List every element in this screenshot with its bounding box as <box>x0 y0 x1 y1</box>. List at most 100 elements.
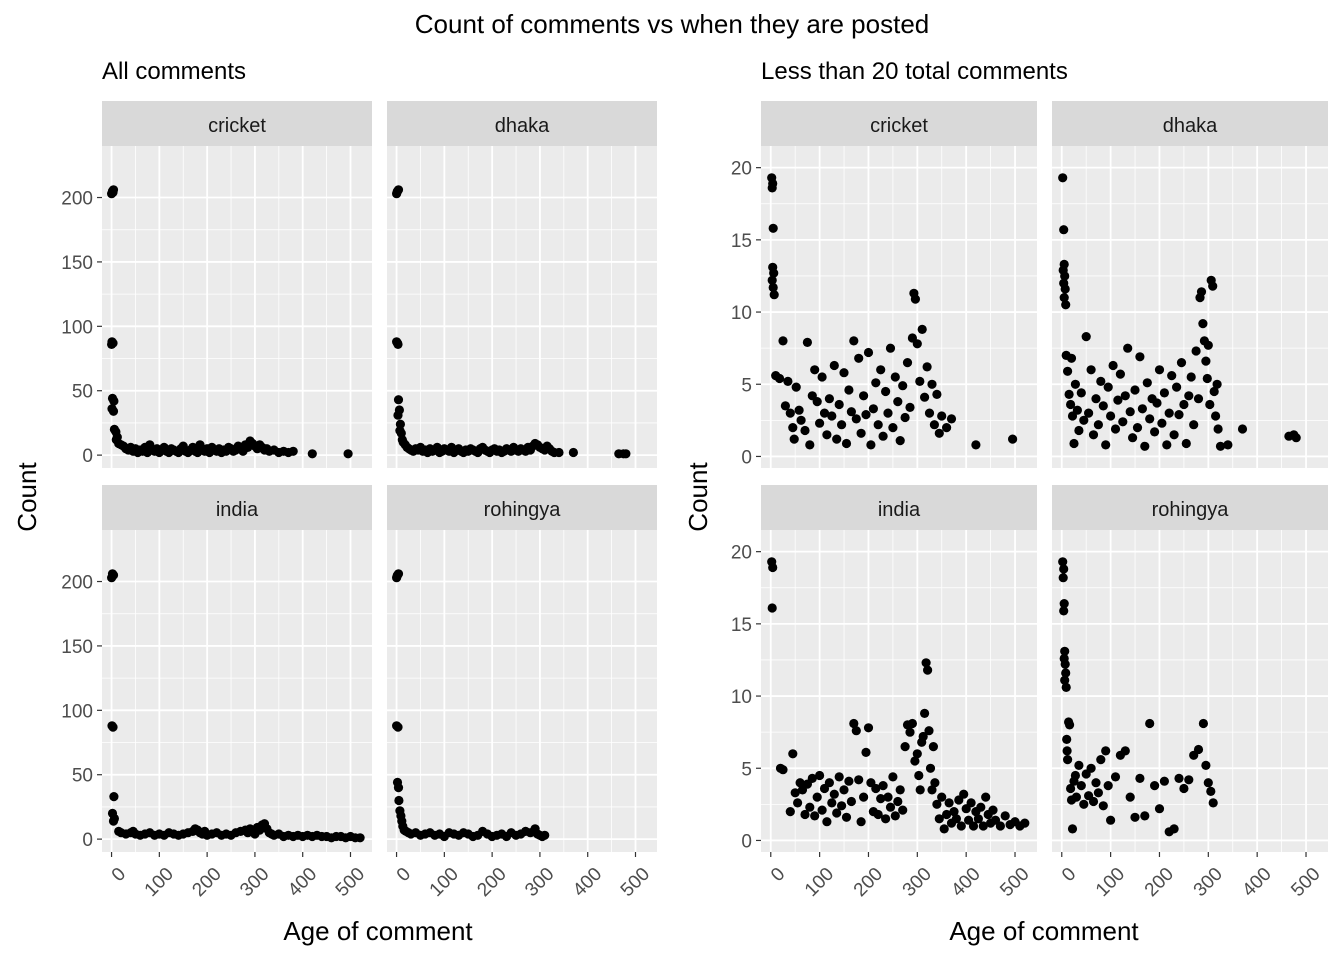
x-tick-label: 400 <box>569 864 606 901</box>
data-point <box>1169 824 1179 834</box>
data-point <box>1215 441 1226 451</box>
panel-background <box>387 146 657 468</box>
data-point <box>1115 369 1125 379</box>
data-point <box>832 808 842 818</box>
data-point <box>822 817 832 827</box>
data-point <box>788 423 798 433</box>
data-point <box>856 428 866 438</box>
data-point <box>1213 424 1223 434</box>
data-point <box>859 792 869 802</box>
facet-strip <box>1052 485 1328 530</box>
data-point <box>1060 646 1070 656</box>
data-point <box>1179 783 1189 794</box>
data-point <box>930 778 940 788</box>
data-point <box>1140 811 1150 821</box>
y-tick-label: 15 <box>731 615 752 636</box>
data-point <box>1063 366 1073 376</box>
data-point <box>568 447 579 458</box>
data-point <box>1140 441 1150 451</box>
data-point <box>769 268 779 278</box>
data-point <box>1059 599 1069 609</box>
data-point <box>1084 408 1094 418</box>
data-point <box>1072 405 1082 415</box>
y-tick-label: 150 <box>61 637 93 658</box>
data-point <box>1086 763 1096 773</box>
data-point <box>890 811 900 821</box>
data-point <box>1062 746 1072 756</box>
data-point <box>1128 433 1138 443</box>
data-point <box>1066 399 1076 410</box>
data-point <box>932 799 942 809</box>
data-point <box>944 798 954 808</box>
data-point <box>861 410 871 420</box>
data-point <box>800 425 810 436</box>
x-tick-label: 100 <box>801 864 838 901</box>
data-point <box>778 765 788 775</box>
data-point <box>394 795 404 806</box>
facet-label: cricket <box>208 115 266 137</box>
data-point <box>1060 271 1070 281</box>
data-point <box>959 789 969 799</box>
data-point <box>922 362 932 372</box>
data-point <box>1157 418 1167 428</box>
panel-background <box>102 530 372 852</box>
y-tick-label: 10 <box>731 687 752 708</box>
data-point <box>978 821 988 831</box>
data-point <box>928 742 939 752</box>
data-point <box>1059 225 1069 235</box>
data-point <box>819 408 830 418</box>
facet-label: india <box>216 499 259 521</box>
data-point <box>968 821 979 831</box>
data-point <box>1130 385 1140 395</box>
data-point <box>837 420 847 430</box>
data-point <box>900 742 910 752</box>
data-point <box>307 449 317 459</box>
data-point <box>893 796 903 807</box>
data-point <box>849 336 859 346</box>
facet-strip <box>102 101 372 146</box>
data-point <box>790 788 800 798</box>
data-point <box>1074 760 1084 771</box>
data-point <box>1062 734 1072 745</box>
x-tick-label: 500 <box>617 864 654 901</box>
facet-strip <box>387 101 657 146</box>
data-point <box>973 814 984 824</box>
data-point <box>995 821 1006 831</box>
data-point <box>937 792 947 802</box>
data-point <box>939 824 949 834</box>
data-point <box>898 805 908 815</box>
data-point <box>1074 425 1084 436</box>
facet-label: india <box>878 499 921 521</box>
y-tick-label: 200 <box>61 573 93 594</box>
data-point <box>1076 388 1086 398</box>
data-point <box>929 420 940 430</box>
x-tick-label: 200 <box>473 864 510 901</box>
facet-strip <box>1052 101 1328 146</box>
data-point <box>1167 371 1177 381</box>
data-point <box>1201 356 1211 366</box>
data-point <box>832 434 842 444</box>
data-point <box>1174 773 1184 784</box>
data-point <box>876 794 886 804</box>
data-point <box>841 812 852 822</box>
data-point <box>767 183 777 193</box>
data-point <box>829 360 839 371</box>
data-point <box>839 785 849 795</box>
data-point <box>873 420 883 430</box>
data-point <box>946 414 957 424</box>
data-point <box>1110 772 1121 782</box>
data-point <box>791 382 801 392</box>
data-point <box>1202 373 1212 384</box>
x-axis-title: Age of comment <box>283 916 473 946</box>
data-point <box>1120 746 1130 756</box>
data-point <box>927 785 937 795</box>
x-tick-label: 100 <box>141 864 178 901</box>
data-point <box>856 817 866 827</box>
x-tick-label: 400 <box>947 864 984 901</box>
data-point <box>878 781 888 791</box>
data-point <box>1061 668 1071 678</box>
x-tick-label: 0 <box>393 864 415 886</box>
data-point <box>1079 415 1089 425</box>
x-tick-label: 500 <box>332 864 369 901</box>
x-tick-label: 300 <box>1190 864 1227 901</box>
